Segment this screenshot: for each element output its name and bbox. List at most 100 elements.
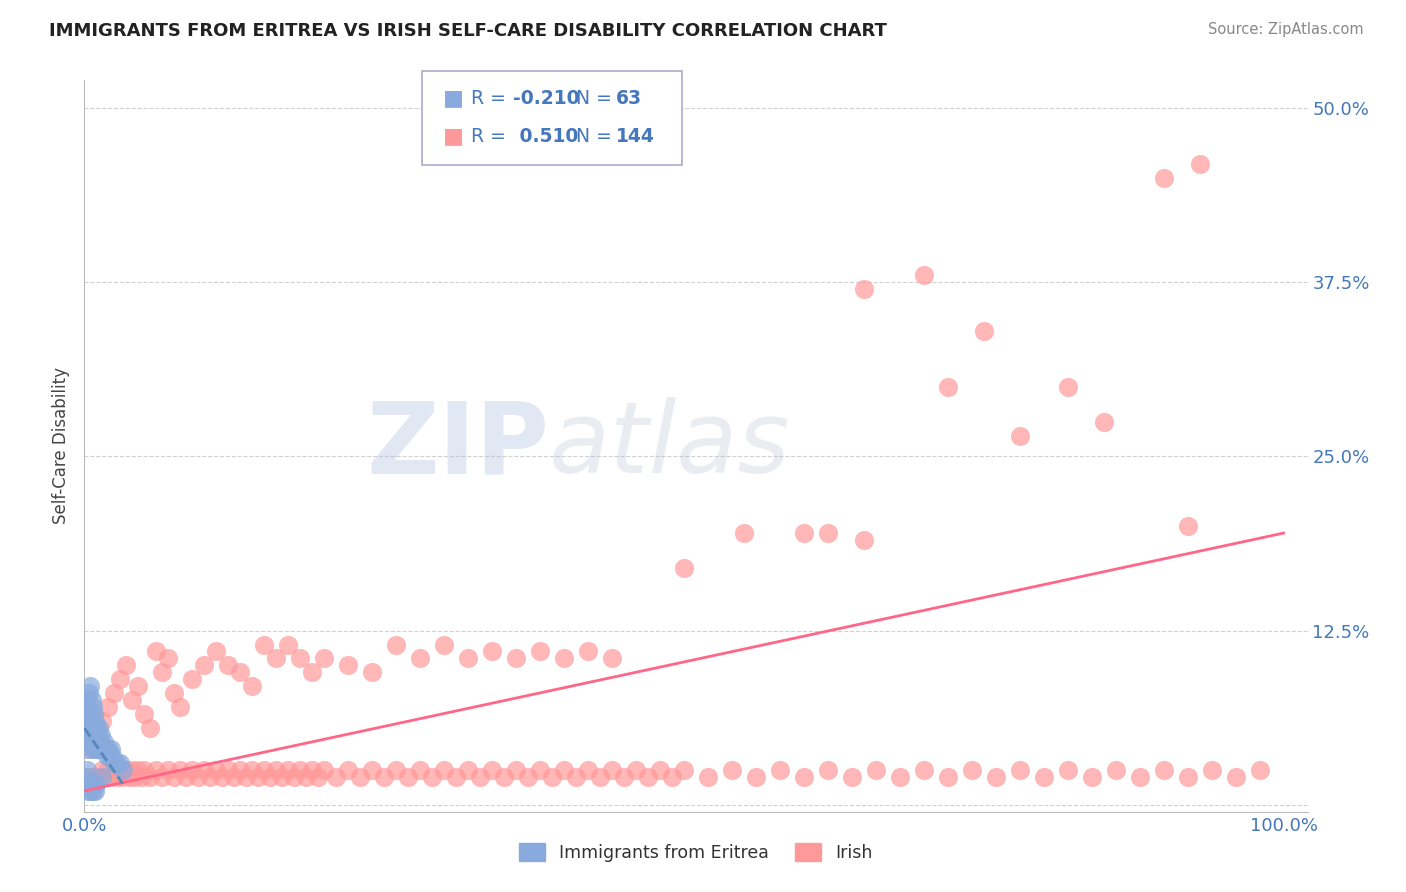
Point (889, 770, 911, 784)
Point (86, 721, 108, 735)
Point (277, 638, 299, 652)
Point (89, 742, 111, 756)
Point (80, 693, 103, 707)
Text: IMMIGRANTS FROM ERITREA VS IRISH SELF-CARE DISABILITY CORRELATION CHART: IMMIGRANTS FROM ERITREA VS IRISH SELF-CA… (49, 22, 887, 40)
Point (852, 282, 875, 296)
Point (163, 770, 186, 784)
Point (96, 749, 118, 764)
Point (115, 763, 138, 777)
Point (131, 770, 153, 784)
Point (277, 763, 299, 777)
Point (529, 644, 551, 658)
Point (134, 707, 156, 722)
Point (481, 644, 503, 658)
Point (1008, 428, 1031, 442)
Point (86, 742, 108, 756)
Point (93, 735, 115, 749)
Point (361, 763, 384, 777)
Point (1080, 770, 1102, 784)
Point (721, 763, 744, 777)
Point (1105, 763, 1128, 777)
Point (150, 770, 173, 784)
Point (110, 763, 132, 777)
Point (87, 721, 110, 735)
Point (91, 742, 114, 756)
Point (76, 707, 98, 722)
Point (187, 770, 209, 784)
Point (77, 707, 100, 722)
Point (295, 770, 318, 784)
Point (1225, 770, 1247, 784)
Point (110, 756, 132, 770)
Point (253, 638, 276, 652)
Point (84, 728, 107, 742)
Point (77, 714, 100, 728)
Point (84, 714, 107, 728)
Point (91, 763, 114, 777)
Point (247, 770, 270, 784)
Point (733, 526, 755, 541)
Text: ■: ■ (443, 127, 464, 146)
Point (75, 693, 97, 707)
Point (912, 763, 935, 777)
Point (205, 644, 228, 658)
Point (100, 742, 122, 756)
Point (385, 763, 408, 777)
Point (224, 770, 246, 784)
Point (1056, 380, 1078, 394)
Point (75, 700, 97, 714)
Point (1153, 170, 1175, 185)
Point (134, 763, 156, 777)
Point (98, 749, 121, 764)
Point (77, 777, 100, 791)
Point (271, 770, 294, 784)
Point (94, 770, 117, 784)
Point (91, 770, 114, 784)
Point (337, 658, 360, 673)
Text: -0.210: -0.210 (513, 88, 579, 108)
Point (97, 700, 120, 714)
Point (600, 651, 623, 665)
Point (409, 651, 432, 665)
Point (259, 770, 281, 784)
Point (87, 770, 110, 784)
Point (83, 721, 105, 735)
Point (1032, 770, 1054, 784)
Text: 144: 144 (616, 127, 655, 146)
Point (613, 770, 636, 784)
Point (301, 665, 323, 680)
Point (105, 756, 128, 770)
Point (373, 770, 395, 784)
Point (457, 763, 479, 777)
Point (94, 742, 117, 756)
Point (80, 735, 103, 749)
Point (77, 686, 100, 700)
Point (793, 526, 815, 541)
Point (139, 721, 162, 735)
Point (77, 728, 100, 742)
Point (79, 784, 101, 798)
Point (76, 742, 98, 756)
Point (624, 763, 647, 777)
Point (77, 721, 100, 735)
Point (433, 763, 456, 777)
Point (79, 714, 101, 728)
Point (637, 770, 659, 784)
Point (240, 679, 263, 693)
Point (349, 770, 371, 784)
Point (817, 526, 839, 541)
Point (576, 763, 599, 777)
Point (139, 770, 162, 784)
Point (1153, 763, 1175, 777)
Point (79, 742, 101, 756)
Point (229, 665, 252, 680)
Point (82, 728, 104, 742)
Point (86, 735, 108, 749)
Point (936, 380, 959, 394)
Point (648, 763, 671, 777)
Point (283, 770, 305, 784)
Point (325, 770, 347, 784)
Text: ZIP: ZIP (367, 398, 550, 494)
Point (290, 763, 312, 777)
Point (1008, 763, 1031, 777)
